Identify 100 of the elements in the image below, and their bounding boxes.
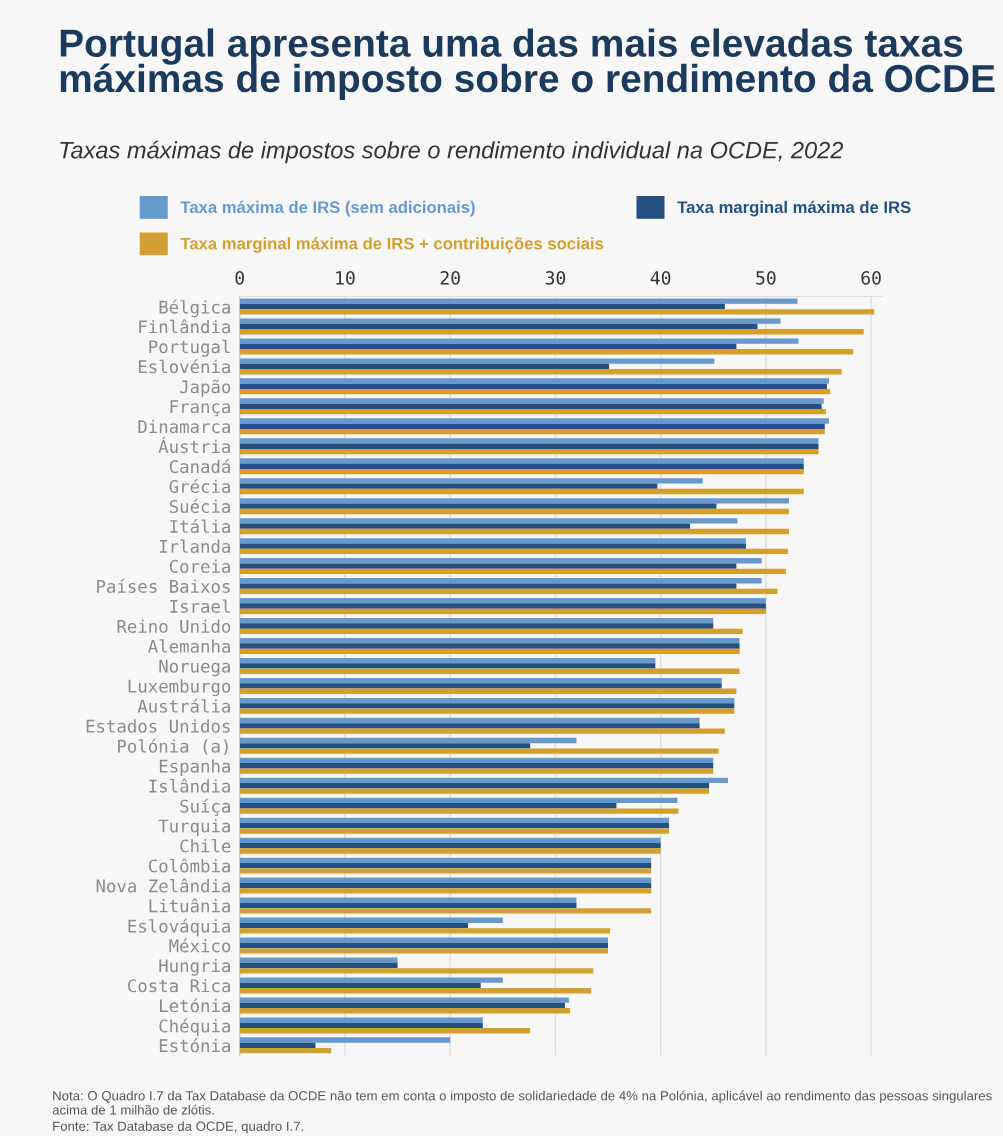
y-tick-label: Itália [170, 518, 230, 534]
bar [239, 438, 819, 444]
bar [239, 618, 714, 624]
bar [239, 928, 611, 934]
bar [239, 1037, 451, 1043]
x-tick-label: 40 [650, 271, 671, 285]
bar [239, 663, 656, 669]
y-tick-label: Dinamarca [138, 419, 230, 434]
bar [239, 902, 577, 909]
y-tick-label: Colômbia [148, 858, 230, 873]
y-tick-label: Hungria [159, 958, 230, 976]
bar [239, 538, 746, 544]
y-tick-label: Canadá [169, 458, 230, 474]
bar [239, 783, 710, 789]
bar [239, 643, 740, 649]
bar [239, 843, 661, 849]
bar [239, 398, 824, 404]
y-tick-label: Eslováquia [128, 918, 230, 937]
bar [239, 318, 781, 324]
bar [239, 483, 658, 489]
bar [239, 683, 722, 689]
bar [239, 623, 714, 629]
bar [239, 797, 678, 804]
y-tick-label: Nova Zelândia [96, 878, 230, 893]
bar [239, 637, 740, 644]
bar [239, 498, 790, 504]
bar [239, 558, 762, 564]
bar [239, 448, 819, 455]
bar [239, 862, 652, 869]
y-tick-label: Finlândia [139, 319, 230, 334]
bar [239, 443, 819, 449]
bar [239, 583, 737, 589]
y-tick-label: Estónia [159, 1038, 230, 1053]
x-tick-label: 60 [861, 271, 881, 285]
bar [239, 389, 831, 395]
y-tick-label: Polónia (a) [118, 738, 228, 755]
x-tick-label: 0 [235, 271, 244, 285]
y-tick-label: Alemanha [148, 639, 230, 653]
bar [239, 303, 725, 310]
bar [239, 703, 735, 709]
bar [239, 423, 825, 429]
bar [239, 349, 854, 355]
bar [239, 823, 670, 829]
y-tick-label: Irlanda [159, 539, 230, 554]
y-tick-label: Israel [170, 599, 230, 613]
bar [239, 908, 652, 914]
bar [239, 378, 830, 384]
bar [239, 508, 790, 515]
bar [239, 657, 656, 664]
y-tick-label: Austrália [137, 698, 230, 713]
y-tick-label: Portugal [149, 339, 230, 357]
bar [239, 708, 735, 714]
bar [239, 1042, 316, 1049]
bar [239, 723, 700, 729]
bar [239, 788, 710, 794]
bar [239, 728, 725, 734]
bar [239, 737, 577, 744]
bar [239, 648, 740, 654]
bar [239, 458, 804, 464]
bar [239, 688, 737, 694]
bar [239, 528, 790, 535]
y-tick-label: Países Baixos [97, 578, 230, 593]
bar [239, 937, 609, 943]
bar [239, 518, 738, 524]
bar [239, 962, 398, 969]
bar [239, 1008, 571, 1014]
bar [239, 298, 798, 304]
bar [239, 428, 825, 435]
y-tick-label: Chile [180, 839, 231, 853]
bar [239, 603, 766, 609]
bar [239, 358, 715, 364]
bar [239, 488, 804, 495]
bar [239, 338, 799, 344]
y-tick-label: Islândia [149, 778, 230, 793]
y-tick-label: Estados Unidos [86, 719, 230, 733]
bar [239, 468, 804, 475]
bar [239, 777, 728, 784]
y-tick-label: Espanha [159, 759, 230, 777]
bar [239, 463, 804, 469]
y-tick-label: Suíça [180, 798, 230, 816]
bar [239, 1017, 483, 1023]
bar [239, 957, 398, 963]
x-tick-label: 30 [545, 271, 566, 285]
bar [239, 323, 758, 330]
bar [239, 608, 766, 615]
chart-subtitle: Taxas máximas de impostos sobre o rendimento individual na OCDE, 2022 [60, 140, 844, 164]
x-tick-label: 10 [336, 271, 355, 285]
bar [239, 548, 788, 555]
bar [239, 948, 609, 954]
bar [239, 543, 746, 549]
y-tick-label: Coreia [169, 559, 230, 573]
bar [239, 977, 503, 983]
bar [239, 523, 691, 529]
bar [239, 369, 842, 375]
bar [239, 568, 786, 575]
bar [239, 343, 737, 350]
bar [239, 857, 652, 863]
bar [239, 363, 610, 370]
y-tick-label: Áustria [158, 436, 230, 454]
y-tick-label: Noruega [159, 659, 230, 677]
